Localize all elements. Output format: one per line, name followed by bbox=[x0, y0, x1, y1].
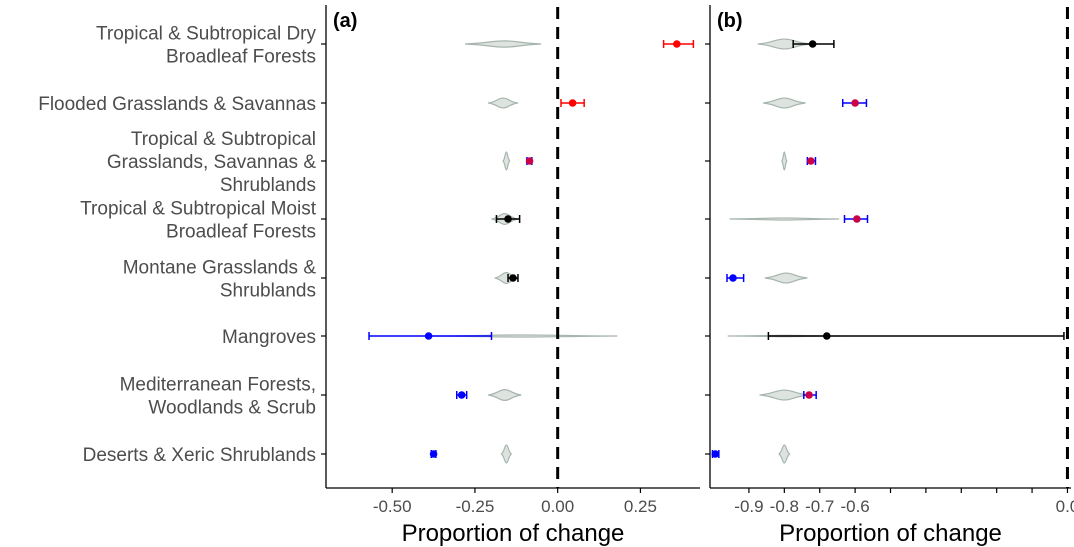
violin-shape bbox=[777, 444, 791, 464]
violin-shape bbox=[500, 444, 513, 464]
mean-point bbox=[729, 274, 737, 282]
mean-point bbox=[853, 215, 861, 223]
category-label: Tropical & Subtropical Dry Broadleaf Fore… bbox=[96, 24, 316, 68]
mean-point bbox=[429, 450, 438, 458]
violin-shape bbox=[488, 388, 522, 402]
panel-label: (a) bbox=[333, 10, 357, 32]
category-label-line: Montane Grasslands & bbox=[123, 258, 317, 279]
category-label-line: Tropical & Subtropical Moist bbox=[80, 199, 317, 220]
category-label-line: Deserts & Xeric Shrublands bbox=[83, 445, 316, 466]
category-label-line: Flooded Grasslands & Savannas bbox=[38, 94, 316, 115]
x-tick-label: -0.7 bbox=[805, 497, 834, 516]
category-label: Tropical & Subtropical Grasslands, Savann… bbox=[107, 129, 316, 196]
category-label-line: Broadleaf Forests bbox=[166, 47, 316, 68]
category-label: Mediterranean Forests, Woodlands & Scrub bbox=[120, 375, 316, 419]
category-label-line: Mangroves bbox=[222, 327, 316, 348]
mean-point bbox=[525, 157, 534, 165]
violin-shape bbox=[729, 217, 840, 221]
category-label-line: Broadleaf Forests bbox=[166, 222, 316, 243]
mean-point bbox=[457, 391, 466, 399]
violin-shape bbox=[763, 97, 806, 109]
category-labels: Tropical & Subtropical Dry Broadleaf Fore… bbox=[38, 24, 316, 467]
mean-point bbox=[509, 274, 517, 282]
category-label-line: Mediterranean Forests, bbox=[120, 375, 316, 396]
x-tick-label: 0.25 bbox=[624, 497, 657, 516]
mean-point bbox=[673, 40, 681, 48]
x-axis-title: Proportion of change bbox=[402, 520, 625, 547]
violin-shape bbox=[502, 151, 511, 171]
category-label: Deserts & Xeric Shrublands bbox=[83, 445, 316, 466]
mean-point bbox=[424, 332, 433, 340]
violin-shape bbox=[464, 40, 542, 48]
mean-point bbox=[711, 450, 720, 458]
violin-shape bbox=[764, 272, 808, 284]
category-label: Montane Grasslands & Shrublands bbox=[123, 258, 317, 302]
category-label-line: Shrublands bbox=[220, 281, 316, 302]
x-tick-label: -0.25 bbox=[456, 497, 495, 516]
violin-shape bbox=[781, 151, 788, 171]
panel-a: -0.50 -0.25 0.00 0.25 Proportion of change (a… bbox=[321, 5, 700, 547]
mean-point bbox=[504, 215, 512, 223]
category-label-line: Tropical & Subtropical bbox=[131, 129, 316, 150]
x-tick-label: -0.8 bbox=[770, 497, 799, 516]
violin-shape bbox=[759, 389, 810, 401]
panel-label: (b) bbox=[717, 10, 743, 32]
category-label-line: Shrublands bbox=[220, 175, 316, 196]
category-label: Mangroves bbox=[222, 327, 316, 348]
mean-point bbox=[805, 391, 813, 399]
x-tick-label: 0.00 bbox=[541, 497, 574, 516]
category-label: Tropical & Subtropical Moist Broadleaf Fo… bbox=[80, 199, 317, 243]
x-tick-label: -0.50 bbox=[373, 497, 412, 516]
mean-point bbox=[568, 99, 577, 107]
x-tick-label: -0.6 bbox=[840, 497, 869, 516]
violin-shape bbox=[425, 334, 618, 338]
mean-point bbox=[808, 40, 817, 48]
violin-shape bbox=[488, 97, 519, 109]
panel-b: -0.9 -0.8 -0.7 -0.6 0.0 Proportion of change (… bbox=[705, 5, 1074, 547]
mean-point bbox=[807, 157, 815, 165]
x-tick-label: -0.9 bbox=[734, 497, 763, 516]
category-label: Flooded Grasslands & Savannas bbox=[38, 94, 316, 115]
category-label-line: Grasslands, Savannas & bbox=[107, 152, 316, 173]
x-tick-label: 0.0 bbox=[1056, 497, 1074, 516]
mean-point bbox=[851, 99, 859, 107]
mean-point bbox=[822, 332, 831, 340]
category-label-line: Tropical & Subtropical Dry bbox=[96, 24, 316, 45]
x-axis-title: Proportion of change bbox=[779, 520, 1002, 547]
category-label-line: Woodlands & Scrub bbox=[148, 398, 316, 419]
